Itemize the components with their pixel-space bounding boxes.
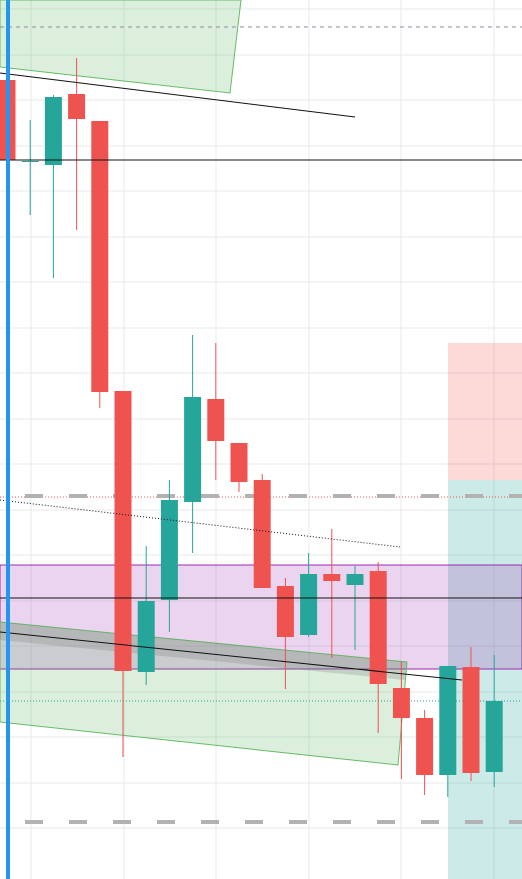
candle-body	[21, 161, 39, 162]
stop-zone	[448, 343, 522, 480]
candle-body	[346, 574, 364, 585]
candles	[0, 58, 503, 797]
candle-body	[369, 571, 387, 684]
candle-body	[230, 443, 248, 482]
candle-body	[439, 666, 457, 775]
candle-body	[253, 480, 271, 588]
range-band	[0, 564, 522, 670]
candle-body	[485, 701, 503, 772]
candle-body	[207, 399, 225, 441]
candle-body	[137, 601, 155, 672]
rectangle-zone	[0, 621, 408, 766]
candle-body	[392, 688, 410, 718]
candle-body	[114, 391, 132, 671]
trend-line	[0, 499, 401, 548]
candle-body	[462, 667, 480, 773]
candle-body	[276, 586, 294, 637]
candle-body	[68, 94, 86, 119]
channel	[0, 622, 407, 680]
trend-line	[0, 631, 463, 681]
candle-body	[184, 397, 202, 502]
candle-body	[323, 574, 341, 581]
rectangle-zone	[0, 0, 242, 94]
candle-body	[300, 574, 318, 635]
trend-line	[0, 72, 356, 118]
candle-body	[160, 500, 178, 600]
candle-body	[416, 718, 434, 775]
candle-body	[44, 97, 62, 165]
candle-body	[91, 121, 109, 392]
